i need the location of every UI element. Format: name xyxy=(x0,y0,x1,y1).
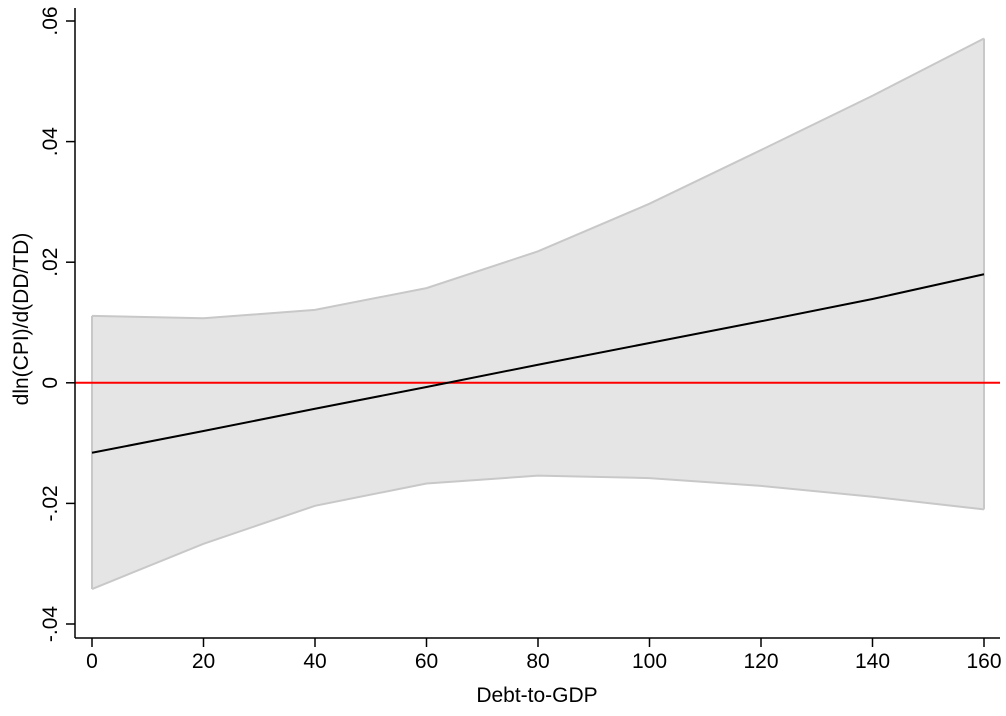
y-tick-label: .06 xyxy=(39,6,62,35)
x-tick-label: 80 xyxy=(526,650,549,673)
confidence-band xyxy=(92,38,984,590)
x-tick-label: 0 xyxy=(86,650,98,673)
y-tick-label: .04 xyxy=(39,127,62,157)
x-tick-label: 60 xyxy=(415,650,438,673)
y-tick-label: 0 xyxy=(39,377,62,389)
confidence-band-layer xyxy=(91,37,985,590)
x-tick-label: 140 xyxy=(855,650,890,673)
x-tick-label: 40 xyxy=(303,650,326,673)
series-line-layer xyxy=(91,273,985,454)
y-tick-label: -.02 xyxy=(39,485,62,521)
x-axis-label: Debt-to-GDP xyxy=(476,684,597,707)
x-tick-label: 120 xyxy=(743,650,778,673)
x-tick-label: 20 xyxy=(192,650,215,673)
x-tick-label: 100 xyxy=(632,650,667,673)
series-line xyxy=(91,273,985,454)
y-tick-label: -.04 xyxy=(39,606,62,643)
band-upper-edge xyxy=(91,37,985,320)
axes-layer: 0 20 40 60 80 100 120 140 160 -.04 -.02 0 .02 .04 .06 xyxy=(39,6,1002,673)
y-tick-label: .02 xyxy=(39,248,62,277)
band-lower-edge xyxy=(91,474,985,590)
x-tick-label: 160 xyxy=(966,650,1001,673)
y-axis-label: dln(CPI)/d(DD/TD) xyxy=(10,233,33,406)
